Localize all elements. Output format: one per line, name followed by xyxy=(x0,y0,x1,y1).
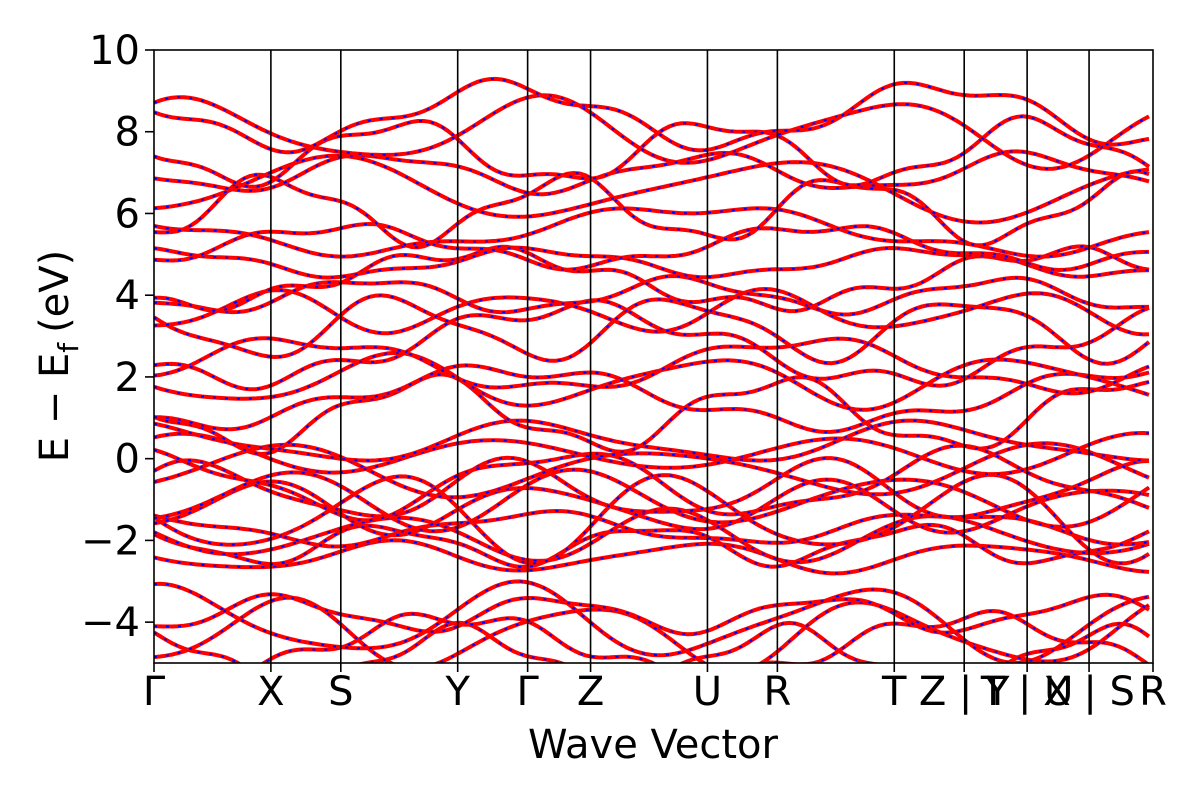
band-line-dotted xyxy=(154,523,1150,568)
high-symmetry-lines xyxy=(270,50,1090,663)
band-line xyxy=(154,293,1151,366)
band-line-dotted xyxy=(154,77,1150,154)
plot-frame xyxy=(153,49,1154,664)
y-tick-label: 8 xyxy=(115,110,140,156)
x-tick-label: Z xyxy=(577,669,604,715)
band-line xyxy=(154,441,1150,500)
band-line xyxy=(154,273,1149,317)
y-tick-label: 4 xyxy=(115,273,140,319)
x-tick-label: Z | Y xyxy=(919,669,1010,715)
band-line xyxy=(154,76,1150,155)
band-line-dotted xyxy=(154,207,1150,258)
x-tick-label: R xyxy=(1139,669,1167,715)
y-axis-label-main: E − E xyxy=(32,353,78,463)
band-line xyxy=(154,477,1150,538)
band-line-dotted xyxy=(154,222,1150,272)
band-line-dotted xyxy=(154,419,1150,462)
band-line-dotted xyxy=(154,115,1150,188)
y-axis-ticks: 10 8 6 4 2 0 −2 −4 xyxy=(81,28,154,646)
band-line-dotted xyxy=(154,94,1150,170)
x-axis-label: Wave Vector xyxy=(528,722,779,768)
y-tick-label: 10 xyxy=(89,28,140,74)
band-line xyxy=(154,153,1150,225)
band-line-dotted xyxy=(154,444,1150,522)
band-line xyxy=(154,372,1150,457)
x-tick-label: U xyxy=(693,669,722,715)
band-line-dotted xyxy=(154,246,1150,279)
band-line-dotted xyxy=(154,373,1150,456)
y-tick-label: 0 xyxy=(115,437,140,483)
x-tick-label: Γ xyxy=(516,669,539,715)
band-line-dotted xyxy=(154,299,1150,391)
x-tick-label: Y xyxy=(444,669,470,715)
band-line-dotted xyxy=(154,337,1150,395)
y-axis-label-sub: f xyxy=(52,342,85,353)
band-line-dotted xyxy=(154,364,1150,434)
band-line xyxy=(154,149,1150,197)
band-line xyxy=(154,430,1150,477)
x-tick-label: X | S xyxy=(1043,669,1135,715)
x-tick-label: T xyxy=(881,669,907,715)
x-tick-label: R xyxy=(763,669,791,715)
y-axis-label: E − Ef (eV) xyxy=(32,250,85,463)
x-tick-label: T | U xyxy=(980,669,1074,715)
y-tick-label: 6 xyxy=(115,191,140,237)
band-line-dotted xyxy=(154,509,1150,548)
band-line xyxy=(154,579,1150,663)
band-line-dotted xyxy=(154,468,1150,533)
band-lines xyxy=(154,76,1151,663)
x-tick-label: X xyxy=(257,669,284,715)
band-line-dotted xyxy=(154,287,1150,336)
band-line-dotted xyxy=(154,351,1150,411)
y-tick-label: −4 xyxy=(81,600,140,646)
x-tick-label: S xyxy=(328,669,353,715)
band-line-dotted xyxy=(154,170,1150,249)
y-tick-label: −2 xyxy=(81,518,140,564)
y-axis-label-unit: (eV) xyxy=(32,250,78,333)
y-tick-label: 2 xyxy=(115,355,140,401)
band-line-dotted xyxy=(154,593,1150,636)
x-tick-label: Γ xyxy=(143,669,166,715)
